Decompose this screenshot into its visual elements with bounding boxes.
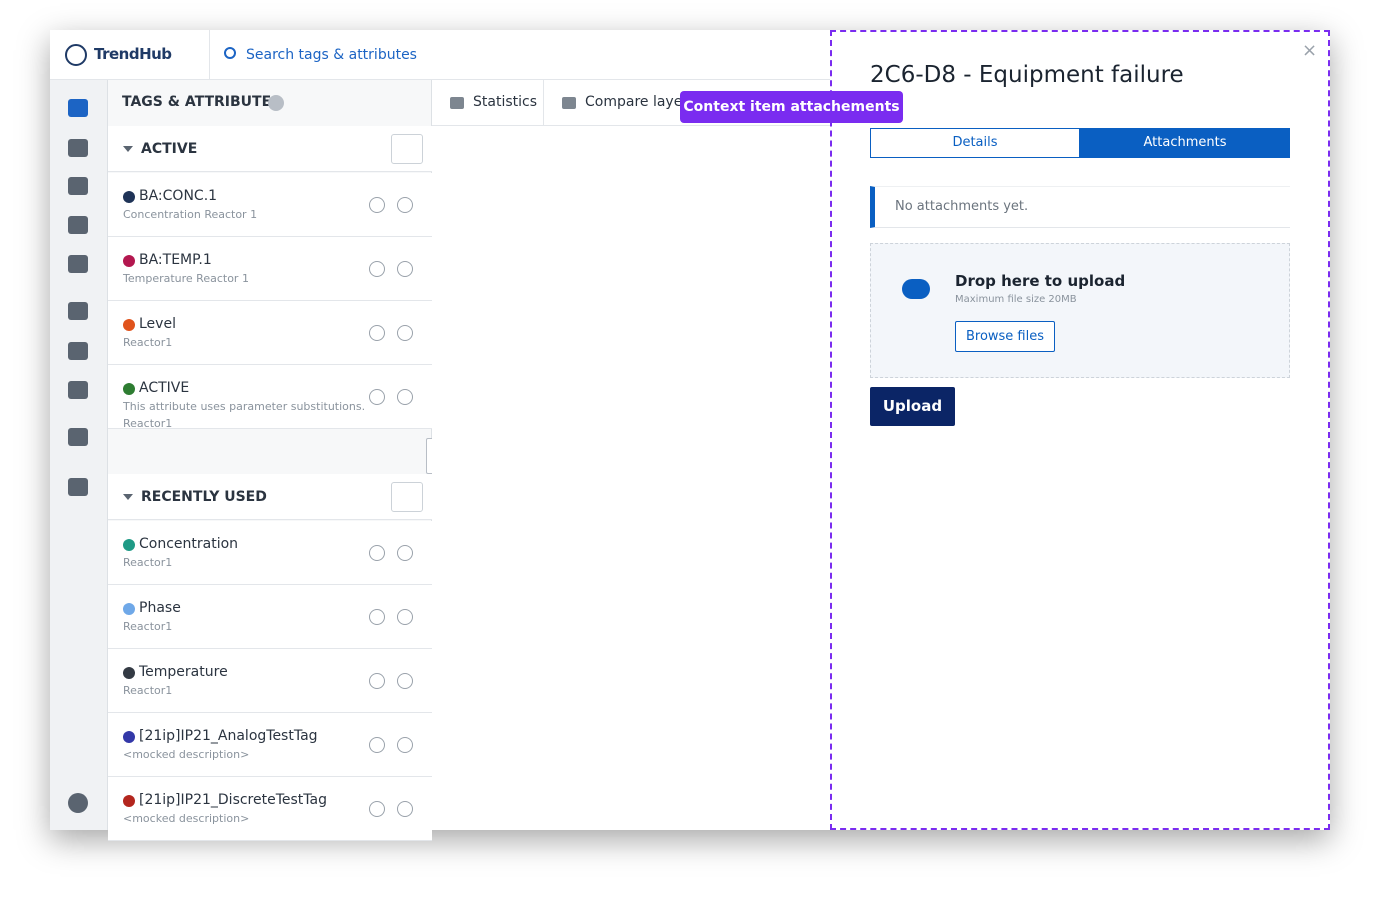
upload-button[interactable]: Upload xyxy=(870,387,955,426)
visibility-toggle[interactable] xyxy=(369,197,385,213)
remove-button[interactable] xyxy=(397,609,413,625)
rail-icon[interactable] xyxy=(68,342,88,360)
tag-name: Phase xyxy=(139,600,181,616)
toolbar-icon xyxy=(562,97,576,109)
main xyxy=(432,80,830,830)
tag-color xyxy=(123,383,135,395)
top-bar xyxy=(50,30,830,80)
visibility-toggle[interactable] xyxy=(369,325,385,341)
tag-description: Reactor1 xyxy=(123,417,173,430)
tag-name: BA:TEMP.1 xyxy=(139,252,212,268)
drop-title: Drop here to upload xyxy=(955,272,1126,290)
empty-text: No attachments yet. xyxy=(895,199,1029,214)
caret xyxy=(123,146,133,152)
add-button[interactable] xyxy=(369,545,385,561)
add-button[interactable] xyxy=(369,737,385,753)
add-button[interactable] xyxy=(369,673,385,689)
tag-description: Reactor1 xyxy=(123,684,173,697)
rail-icon[interactable] xyxy=(68,428,88,446)
empty-notice xyxy=(870,186,1290,228)
toolbar-divider xyxy=(543,80,544,126)
modal-title: 2C6-D8 - Equipment failure xyxy=(870,62,1184,88)
logo: TrendHub xyxy=(94,45,172,63)
toolbar-icon xyxy=(450,97,464,109)
visibility-toggle[interactable] xyxy=(369,389,385,405)
section-title: RECENTLY USED xyxy=(141,489,267,505)
remove-button[interactable] xyxy=(397,673,413,689)
search-input[interactable]: Search tags & attributes xyxy=(246,47,417,63)
tag-color xyxy=(123,539,135,551)
remove-button[interactable] xyxy=(397,261,413,277)
tag-color xyxy=(123,795,135,807)
settings-icon[interactable] xyxy=(68,793,88,813)
tag-color xyxy=(123,603,135,615)
logo-icon xyxy=(65,44,87,66)
drop-hint: Maximum file size 20MB xyxy=(955,294,1077,305)
remove-button[interactable] xyxy=(397,325,413,341)
remove-button[interactable] xyxy=(397,737,413,753)
attachments-modal xyxy=(830,30,1330,830)
help-icon xyxy=(268,95,284,111)
rail-icon[interactable] xyxy=(68,177,88,195)
rail-icon[interactable] xyxy=(68,99,88,117)
tag-description: Reactor1 xyxy=(123,556,173,569)
icon-rail xyxy=(50,80,108,830)
tag-description: This attribute uses parameter substituti… xyxy=(123,400,366,413)
tag-description: Concentration Reactor 1 xyxy=(123,208,258,221)
rail-icon[interactable] xyxy=(68,139,88,157)
tag-name: Temperature xyxy=(139,664,228,680)
cloud-icon xyxy=(902,279,930,299)
rail-icon[interactable] xyxy=(68,255,88,273)
tab[interactable]: Details xyxy=(870,128,1080,158)
tag-description: Reactor1 xyxy=(123,336,173,349)
tooltip: Context item attachements xyxy=(680,91,903,123)
tag-color xyxy=(123,731,135,743)
remove-button[interactable] xyxy=(397,197,413,213)
section-menu[interactable] xyxy=(391,134,423,164)
tag-description: Temperature Reactor 1 xyxy=(123,272,249,285)
section-title: ACTIVE xyxy=(141,141,198,157)
tag-name: ACTIVE xyxy=(139,380,190,396)
remove-button[interactable] xyxy=(397,801,413,817)
toolbar-button[interactable]: Compare layers xyxy=(585,94,696,110)
tag-name: [21ip]IP21_AnalogTestTag xyxy=(139,728,318,744)
tag-color xyxy=(123,319,135,331)
add-button[interactable] xyxy=(369,801,385,817)
tag-name: Concentration xyxy=(139,536,239,552)
tag-name: BA:CONC.1 xyxy=(139,188,218,204)
section-menu[interactable] xyxy=(391,482,423,512)
tab[interactable]: Attachments xyxy=(1080,128,1290,158)
tag-name: Level xyxy=(139,316,176,332)
drop-zone[interactable] xyxy=(870,243,1290,378)
rail-icon[interactable] xyxy=(68,381,88,399)
tag-color xyxy=(123,191,135,203)
tag-description: Reactor1 xyxy=(123,620,173,633)
caret xyxy=(123,494,133,500)
rail-icon[interactable] xyxy=(68,216,88,234)
section-header xyxy=(108,474,432,520)
rail-icon[interactable] xyxy=(68,302,88,320)
tag-color xyxy=(123,255,135,267)
sidebar-title: TAGS & ATTRIBUTES xyxy=(122,94,282,110)
tag-description: <mocked description> xyxy=(123,812,250,825)
divider xyxy=(209,30,210,80)
remove-button[interactable] xyxy=(397,545,413,561)
tag-color xyxy=(123,667,135,679)
search-icon xyxy=(224,47,236,59)
tag-name: [21ip]IP21_DiscreteTestTag xyxy=(139,792,327,808)
close-button[interactable]: × xyxy=(1302,40,1318,61)
remove-button[interactable] xyxy=(397,389,413,405)
rail-icon[interactable] xyxy=(68,478,88,496)
browse-button[interactable]: Browse files xyxy=(955,321,1055,352)
add-button[interactable] xyxy=(369,609,385,625)
toolbar-button[interactable]: Statistics xyxy=(473,94,537,110)
section-header xyxy=(108,126,432,172)
visibility-toggle[interactable] xyxy=(369,261,385,277)
tag-description: <mocked description> xyxy=(123,748,250,761)
